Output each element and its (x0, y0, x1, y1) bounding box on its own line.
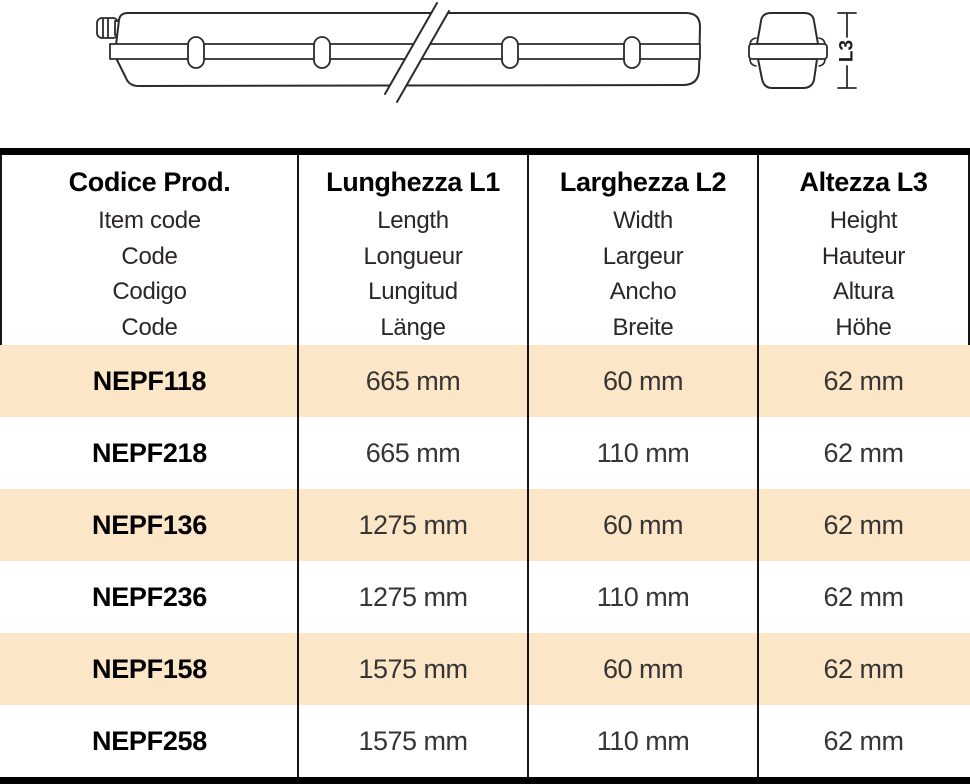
length-cell: 1275 mm (297, 561, 527, 633)
column-header-length: Lunghezza L1 Length Longueur Lungitud Lä… (297, 155, 527, 345)
column-subtitle: Hauteur (821, 242, 906, 270)
height-cell: 62 mm (757, 489, 968, 561)
length-cell: 1575 mm (297, 705, 527, 777)
column-header-height: Altezza L3 Height Hauteur Altura Höhe (757, 155, 968, 345)
break-lines (384, 2, 450, 103)
column-header-width: Larghezza L2 Width Largeur Ancho Breite (527, 155, 757, 345)
width-cell: 110 mm (527, 417, 757, 489)
length-cell: 1575 mm (297, 633, 527, 705)
item-code-cell: NEPF258 (92, 725, 207, 756)
clip-icons (187, 36, 641, 69)
column-subtitle: Ancho (609, 278, 677, 305)
column-subtitle: Länge (380, 313, 446, 341)
column-title: Larghezza L2 (559, 167, 727, 197)
length-cell: 665 mm (297, 417, 527, 489)
table-row: NEPF258 1575 mm 110 mm 62 mm (0, 705, 970, 777)
table-row: NEPF236 1275 mm 110 mm 62 mm (0, 561, 970, 633)
item-code-cell: NEPF236 (92, 581, 207, 612)
column-subtitle: Code (121, 242, 178, 270)
column-subtitle: Largeur (602, 242, 684, 270)
luminaire-technical-drawing: L3 (96, 2, 858, 103)
height-cell: 62 mm (757, 417, 968, 489)
item-code-cell: NEPF118 (92, 365, 207, 396)
height-cell: 62 mm (757, 345, 968, 417)
column-subtitle: Item code (98, 207, 201, 234)
column-subtitle: Lungitud (368, 278, 458, 305)
column-title: Altezza L3 (799, 167, 928, 197)
table-header-row: Codice Prod. Item code Code Codigo Code … (0, 155, 970, 345)
height-cell: 62 mm (757, 705, 968, 777)
width-cell: 110 mm (527, 705, 757, 777)
height-cell: 62 mm (757, 633, 968, 705)
column-subtitle: Width (613, 207, 673, 234)
width-cell: 110 mm (527, 561, 757, 633)
dimension-label-l3: L3 (837, 40, 858, 62)
length-cell: 665 mm (297, 345, 527, 417)
fixture-side-view (109, 2, 701, 103)
width-cell: 60 mm (527, 633, 757, 705)
length-cell: 1275 mm (297, 489, 527, 561)
column-header-item-code: Codice Prod. Item code Code Codigo Code (2, 155, 297, 345)
end-view-seam (748, 43, 828, 60)
dimensions-table: Codice Prod. Item code Code Codigo Code … (0, 148, 970, 784)
item-code-cell: NEPF158 (92, 653, 207, 684)
column-subtitle: Höhe (835, 313, 892, 341)
width-cell: 60 mm (527, 489, 757, 561)
item-code-cell: NEPF136 (92, 509, 207, 540)
table-row: NEPF218 665 mm 110 mm 62 mm (0, 417, 970, 489)
table-row: NEPF158 1575 mm 60 mm 62 mm (0, 633, 970, 705)
table-row: NEPF136 1275 mm 60 mm 62 mm (0, 489, 970, 561)
column-subtitle: Codigo (112, 278, 187, 305)
fixture-end-view (748, 12, 828, 89)
column-title: Codice Prod. (68, 167, 231, 197)
column-subtitle: Altura (833, 278, 894, 305)
column-subtitle: Longueur (363, 242, 463, 270)
column-subtitle: Height (829, 207, 898, 234)
dimension-line-l3 (837, 12, 857, 89)
column-subtitle: Length (377, 207, 449, 234)
height-cell: 62 mm (757, 561, 968, 633)
item-code-cell: NEPF218 (92, 437, 207, 468)
column-subtitle: Breite (612, 313, 674, 341)
column-title: Lunghezza L1 (326, 167, 500, 197)
column-subtitle: Code (121, 313, 178, 341)
table-row: NEPF118 665 mm 60 mm 62 mm (0, 345, 970, 417)
width-cell: 60 mm (527, 345, 757, 417)
